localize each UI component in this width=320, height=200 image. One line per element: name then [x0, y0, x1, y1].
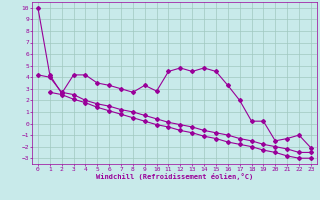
X-axis label: Windchill (Refroidissement éolien,°C): Windchill (Refroidissement éolien,°C) [96, 173, 253, 180]
